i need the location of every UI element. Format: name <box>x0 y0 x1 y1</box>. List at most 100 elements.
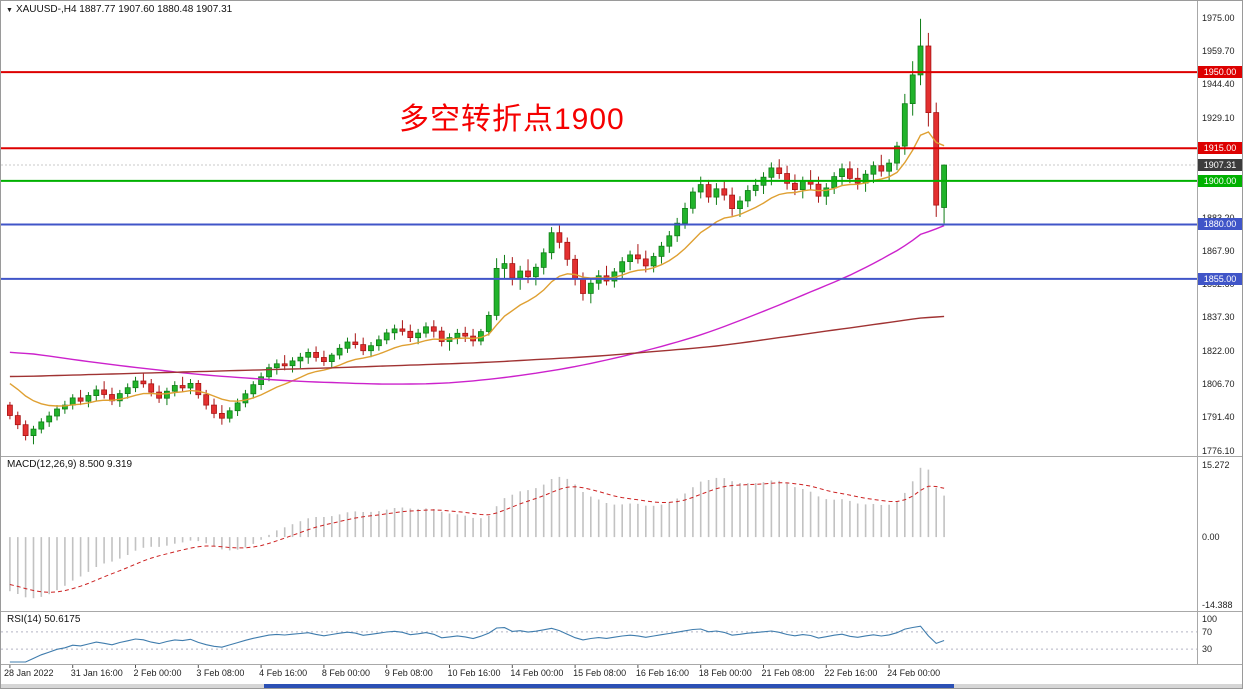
candle-body <box>85 395 92 402</box>
candle-body <box>831 176 838 189</box>
macd-indicator-label: MACD(12,26,9) 8.500 9.319 <box>7 459 133 470</box>
candle-body <box>407 330 414 338</box>
candle-body <box>22 424 29 437</box>
candle-body <box>336 347 343 356</box>
price-scale-separator <box>1197 1 1198 664</box>
candle-body <box>281 363 288 367</box>
candle-body <box>752 184 759 191</box>
candle-body <box>493 267 500 316</box>
candle-body <box>116 393 123 402</box>
candle-body <box>894 145 900 164</box>
ma-slow-line <box>9 315 945 378</box>
candle-body <box>878 165 885 172</box>
candle-body <box>391 328 398 334</box>
candle-body <box>273 363 280 369</box>
candle-body <box>54 408 60 417</box>
macd-signal-line <box>9 482 945 593</box>
candle-body <box>870 165 877 175</box>
candle-body <box>203 394 210 406</box>
panel-separator-main-macd[interactable] <box>1 456 1242 457</box>
symbol-dropdown-icon[interactable]: ▼ <box>6 7 13 14</box>
candle-body <box>635 254 641 260</box>
candle-body <box>195 382 202 396</box>
candle-body <box>305 351 312 358</box>
panel-separator-macd-rsi[interactable] <box>1 611 1242 612</box>
candle-body <box>737 200 743 209</box>
candle-body <box>187 382 194 389</box>
candle-body <box>784 173 790 184</box>
candle-body <box>666 235 673 247</box>
time-axis-separator[interactable] <box>1 664 1242 665</box>
candle-body <box>627 254 633 262</box>
candle-body <box>93 389 100 396</box>
candle-body <box>360 344 367 352</box>
candle-body <box>792 182 798 191</box>
ma-fast-line <box>9 131 945 407</box>
candle-body <box>580 278 586 294</box>
candle-body <box>7 404 13 416</box>
symbol-ohlc-text: XAUUSD-,H4 1887.77 1907.60 1880.48 1907.… <box>15 4 233 15</box>
candle-body <box>744 190 751 202</box>
candle-body <box>776 167 783 174</box>
candle-body <box>226 410 233 419</box>
candle-body <box>721 188 728 196</box>
candle-body <box>124 387 131 395</box>
candle-body <box>344 341 351 349</box>
candle-body <box>886 162 892 172</box>
candle-body <box>525 270 531 278</box>
candle-body <box>564 241 571 260</box>
candle-body <box>38 421 45 430</box>
candle-body <box>485 314 492 332</box>
candle-body <box>438 330 445 342</box>
candle-body <box>266 367 272 378</box>
candle-body <box>454 332 461 339</box>
candle-body <box>234 402 241 412</box>
candle-body <box>171 385 178 392</box>
candle-body <box>501 263 508 269</box>
candle-body <box>650 256 657 267</box>
candle-body <box>729 194 735 210</box>
candle-body <box>587 282 594 294</box>
candle-body <box>517 270 524 279</box>
candle-body <box>132 380 139 389</box>
candle-body <box>289 360 296 367</box>
candle-body <box>901 103 908 147</box>
candle-body <box>250 384 257 395</box>
candle-body <box>847 168 853 179</box>
candle-body <box>556 232 563 243</box>
candle-body <box>823 187 830 197</box>
candle-body <box>713 188 720 198</box>
taskbar-strip <box>1 684 1242 688</box>
candle-body <box>297 356 304 362</box>
candle-body <box>917 45 924 76</box>
candle-body <box>548 232 555 254</box>
candle-body <box>933 112 940 206</box>
candle-body <box>258 376 265 385</box>
candle-body <box>320 357 327 362</box>
candle-body <box>941 164 947 208</box>
candle-body <box>642 258 649 267</box>
candle-body <box>179 385 186 389</box>
candle-body <box>46 415 53 423</box>
ma-mid-line <box>9 224 945 385</box>
candle-body <box>430 326 437 332</box>
candle-body <box>30 428 37 437</box>
candle-body <box>533 266 539 278</box>
symbol-info-bar: ▼ XAUUSD-,H4 1887.77 1907.60 1880.48 1907… <box>6 4 232 15</box>
candle-body <box>423 326 429 334</box>
candle-body <box>352 341 359 345</box>
candle-body <box>572 258 578 280</box>
candle-body <box>415 332 422 339</box>
candle-body <box>925 45 932 113</box>
candle-body <box>156 391 163 399</box>
candle-body <box>658 245 665 257</box>
candle-body <box>313 351 320 358</box>
rsi-indicator-label: RSI(14) 50.6175 <box>7 614 81 625</box>
candle-body <box>705 184 712 198</box>
candle-body <box>839 168 845 178</box>
candle-body <box>211 404 217 414</box>
candle-body <box>101 389 107 395</box>
candle-body <box>697 184 704 193</box>
